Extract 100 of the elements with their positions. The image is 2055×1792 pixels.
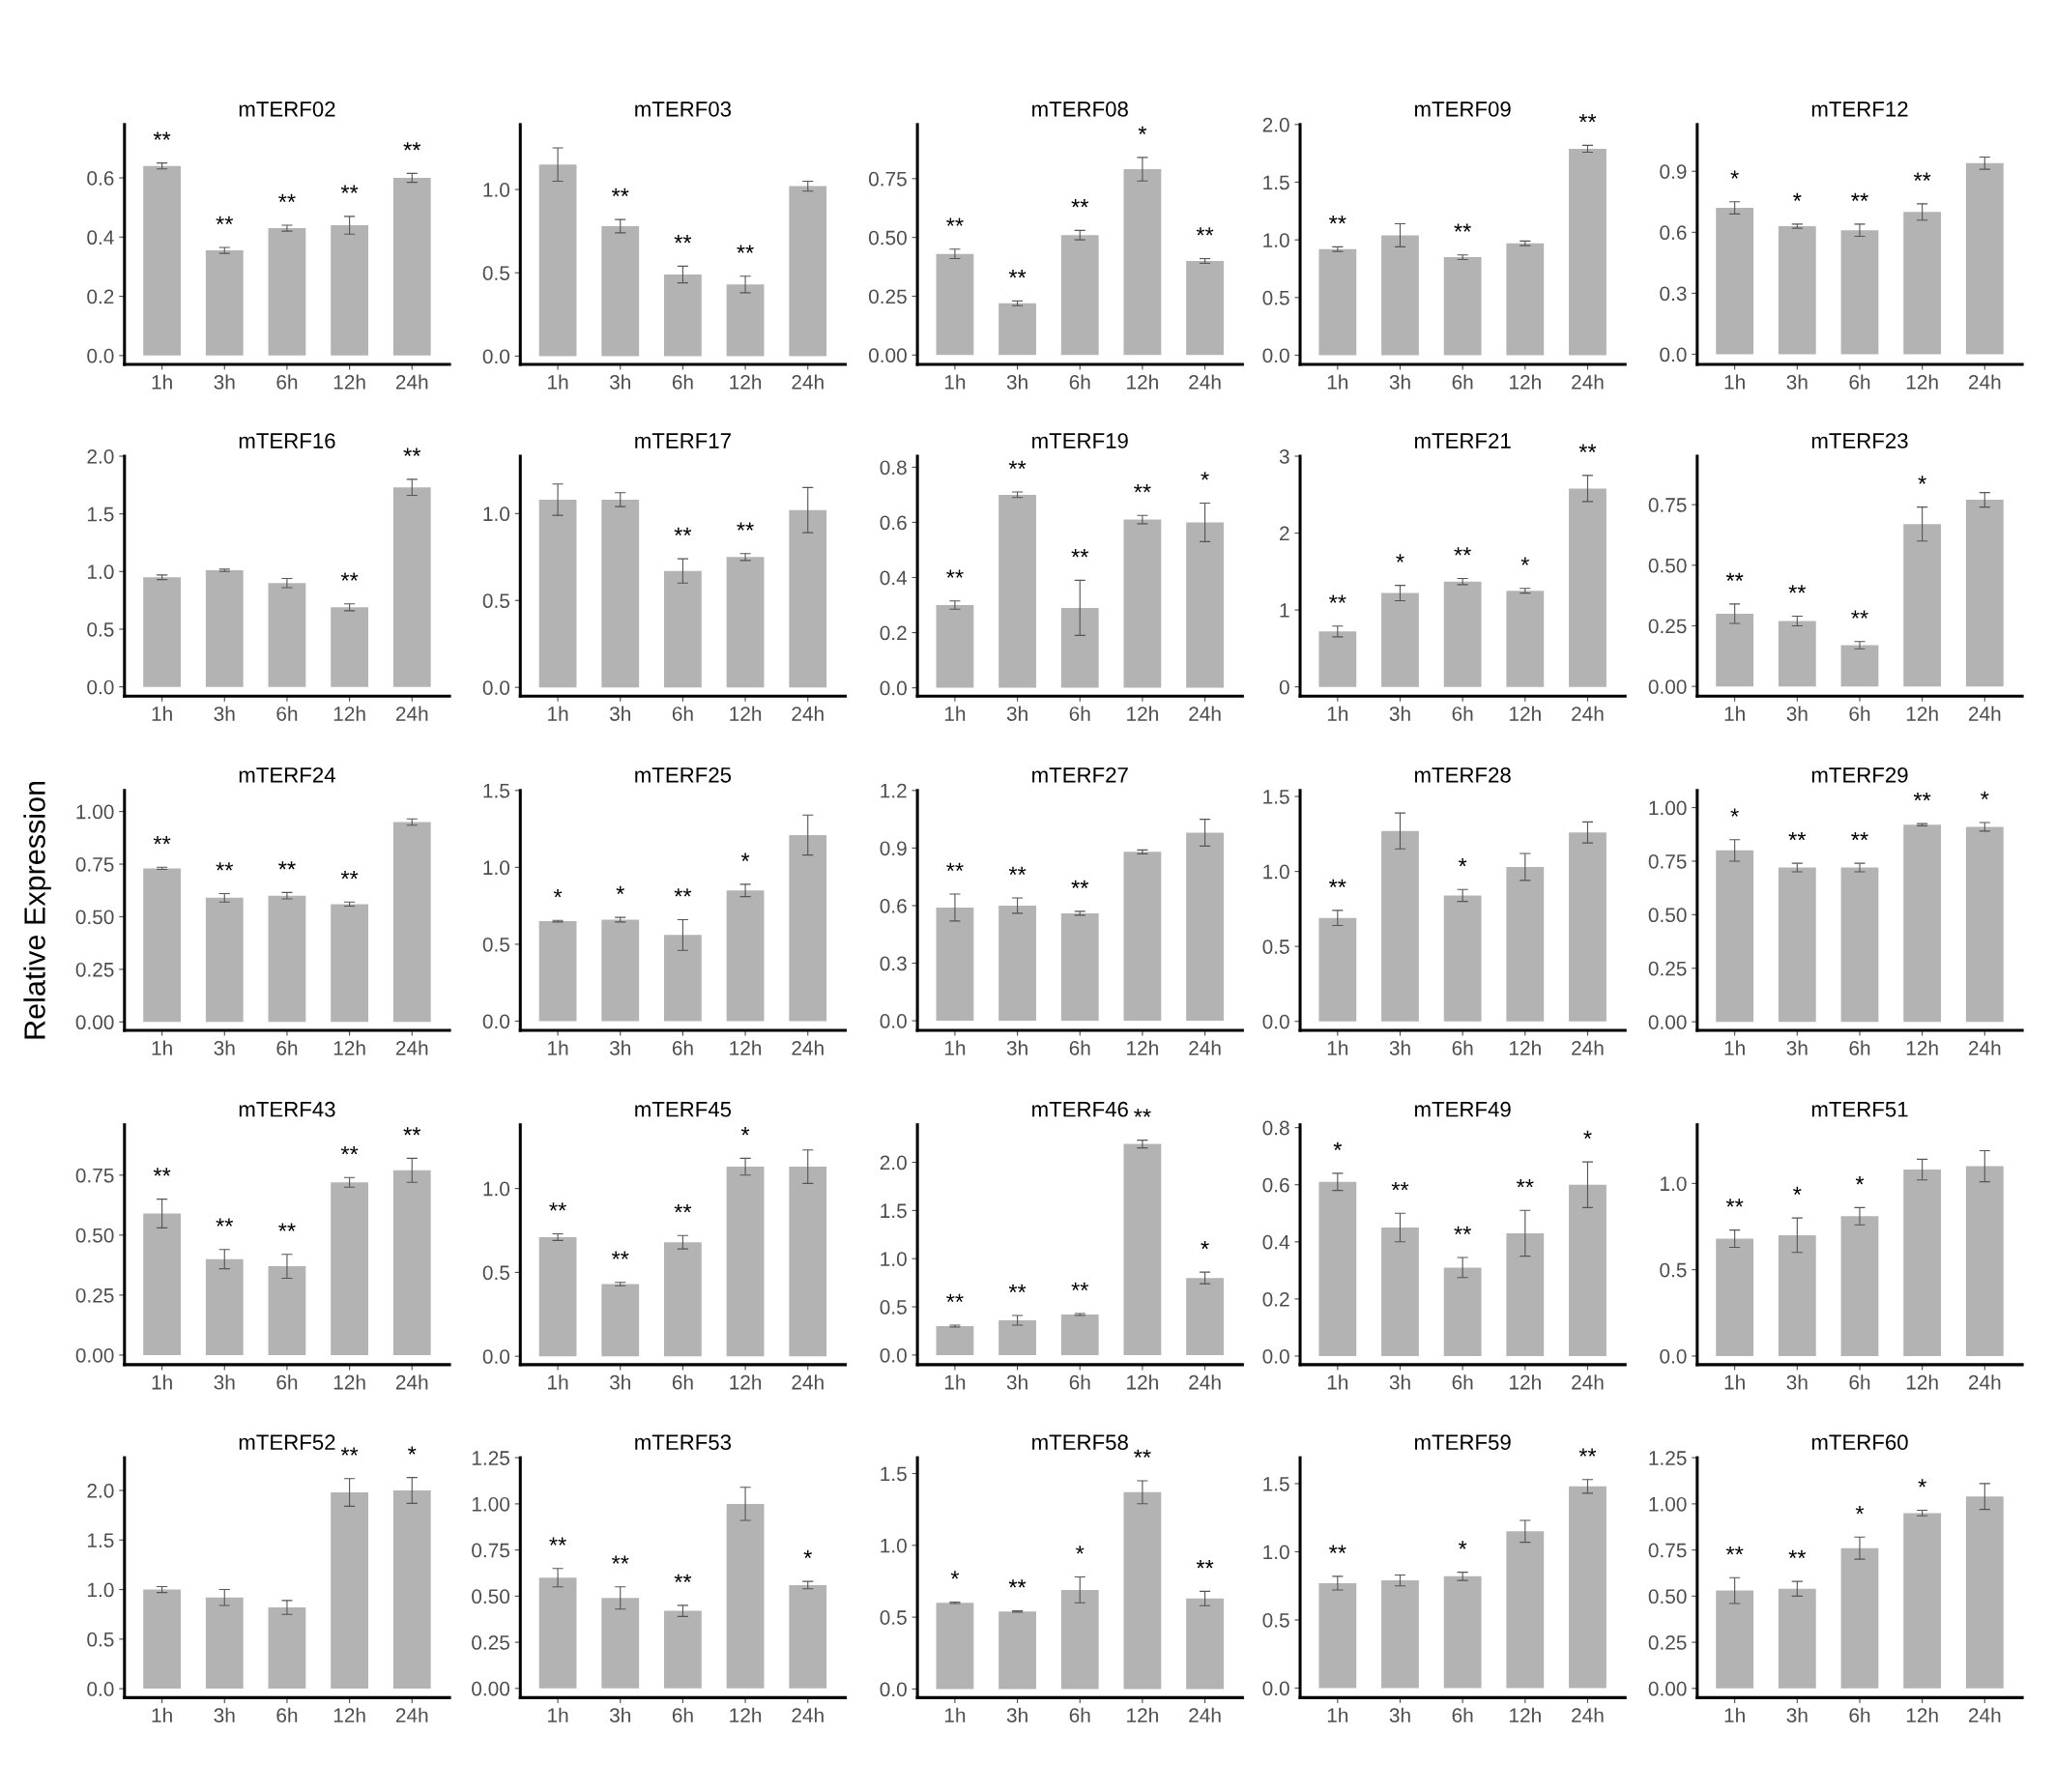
y-tick-label: 1.0 xyxy=(1263,233,1289,247)
x-tick-label: 6h xyxy=(1069,1707,1090,1723)
y-tick-label: 0.25 xyxy=(472,1635,509,1650)
y-tick-label: 0.5 xyxy=(482,937,509,952)
bar xyxy=(205,250,244,356)
y-tick-label: 0.00 xyxy=(1648,679,1687,694)
y-tick-label: 1.0 xyxy=(483,183,510,197)
y-tick-label: 0.6 xyxy=(1660,225,1687,241)
bar xyxy=(999,494,1036,688)
y-tick-label: 2.0 xyxy=(87,1484,114,1498)
y-tick-label: 2.0 xyxy=(880,1155,907,1171)
bar xyxy=(268,228,306,356)
bar xyxy=(1903,1513,1942,1689)
y-tick-label: 1.0 xyxy=(88,1582,114,1598)
bar xyxy=(205,1258,244,1355)
x-tick-label: 12h xyxy=(1127,374,1158,390)
x-tick-label: 12h xyxy=(1906,1374,1938,1390)
annotation: ** xyxy=(340,1146,359,1155)
chart-title: mTERF12 xyxy=(1811,101,1908,117)
y-tick-label: 0.5 xyxy=(1660,1262,1687,1278)
y-tick-label: 1.00 xyxy=(472,1496,510,1512)
x-tick-label: 12h xyxy=(333,1707,365,1722)
x-tick-label: 1h xyxy=(548,1040,568,1055)
bar xyxy=(664,570,702,688)
annotation: * xyxy=(1793,1186,1802,1196)
annotation: ** xyxy=(278,1223,296,1231)
y-tick-label: 1.00 xyxy=(1649,800,1687,816)
bar xyxy=(601,225,640,357)
y-tick-label: 0.75 xyxy=(1648,498,1687,512)
bar xyxy=(1569,148,1606,356)
x-tick-label: 1h xyxy=(1327,1040,1348,1055)
annotation: ** xyxy=(1071,880,1089,888)
annotation: * xyxy=(803,1549,812,1559)
bar xyxy=(1840,1216,1879,1356)
annotation: ** xyxy=(1196,227,1214,236)
y-tick-label: 0.9 xyxy=(1660,164,1687,179)
x-tick-label: 3h xyxy=(1786,706,1808,721)
annotation: * xyxy=(1201,472,1209,480)
bar xyxy=(331,1492,368,1690)
bar xyxy=(1318,917,1357,1022)
annotation: ** xyxy=(1008,1579,1027,1588)
x-tick-label: 24h xyxy=(792,1374,824,1390)
bar xyxy=(1060,1589,1099,1690)
x-tick-label: 1h xyxy=(548,1374,568,1390)
x-tick-label: 12h xyxy=(1906,1707,1938,1722)
annotation: * xyxy=(1076,1546,1085,1554)
y-tick-label: 0.0 xyxy=(880,1014,907,1028)
y-tick-label: 1.0 xyxy=(1263,864,1289,880)
x-tick-label: 3h xyxy=(1786,1374,1808,1390)
bar xyxy=(1506,591,1545,687)
y-tick-label: 0.4 xyxy=(87,230,114,246)
x-tick-label: 3h xyxy=(214,1707,235,1723)
y-tick-label: 0.00 xyxy=(75,1015,114,1030)
bar xyxy=(601,1598,640,1689)
bar xyxy=(205,570,244,687)
bar xyxy=(726,1167,765,1357)
annotation: * xyxy=(1855,1506,1865,1515)
bar xyxy=(205,897,244,1023)
y-tick-label: 0 xyxy=(1279,679,1289,695)
x-tick-label: 3h xyxy=(214,1374,235,1390)
annotation: ** xyxy=(1725,1546,1744,1555)
chart-title: mTERF21 xyxy=(1415,433,1511,448)
bar xyxy=(331,607,368,687)
bar xyxy=(1186,832,1224,1022)
annotation: * xyxy=(1583,1130,1592,1140)
y-tick-label: 0.75 xyxy=(1648,1543,1687,1558)
bar xyxy=(936,605,974,688)
bar xyxy=(1060,912,1099,1022)
x-tick-label: 3h xyxy=(1389,1040,1410,1055)
bar xyxy=(1840,1547,1879,1689)
bar xyxy=(936,907,974,1022)
bar xyxy=(392,1170,431,1355)
x-tick-label: 24h xyxy=(792,1040,824,1055)
annotation: * xyxy=(1458,1541,1467,1549)
annotation: * xyxy=(616,885,624,895)
y-tick-label: 0.0 xyxy=(1262,348,1289,363)
annotation: ** xyxy=(737,245,754,253)
y-tick-label: 0.5 xyxy=(880,1610,907,1625)
y-tick-label: 1.5 xyxy=(483,784,509,798)
bar xyxy=(1381,1580,1419,1689)
y-tick-label: 0.0 xyxy=(880,1682,907,1697)
bar xyxy=(936,1603,974,1690)
annotation: ** xyxy=(946,217,964,226)
x-tick-label: 1h xyxy=(1327,1707,1348,1722)
bar xyxy=(601,919,640,1022)
x-tick-label: 6h xyxy=(1069,1040,1090,1055)
y-tick-label: 0.00 xyxy=(868,348,907,363)
y-tick-label: 0.0 xyxy=(482,1014,510,1029)
x-tick-label: 3h xyxy=(1389,1707,1410,1723)
bar xyxy=(1381,1228,1419,1356)
annotation: ** xyxy=(549,1537,566,1546)
y-tick-label: 0.6 xyxy=(880,898,907,913)
x-tick-label: 12h xyxy=(730,1374,762,1390)
chart-title: mTERF60 xyxy=(1811,1434,1908,1451)
chart-title: mTERF03 xyxy=(635,101,732,117)
annotation: ** xyxy=(340,870,359,880)
x-tick-label: 12h xyxy=(333,374,365,390)
y-tick-label: 1.0 xyxy=(483,860,510,876)
y-tick-label: 0.5 xyxy=(87,621,114,637)
x-tick-label: 6h xyxy=(1452,1040,1473,1055)
